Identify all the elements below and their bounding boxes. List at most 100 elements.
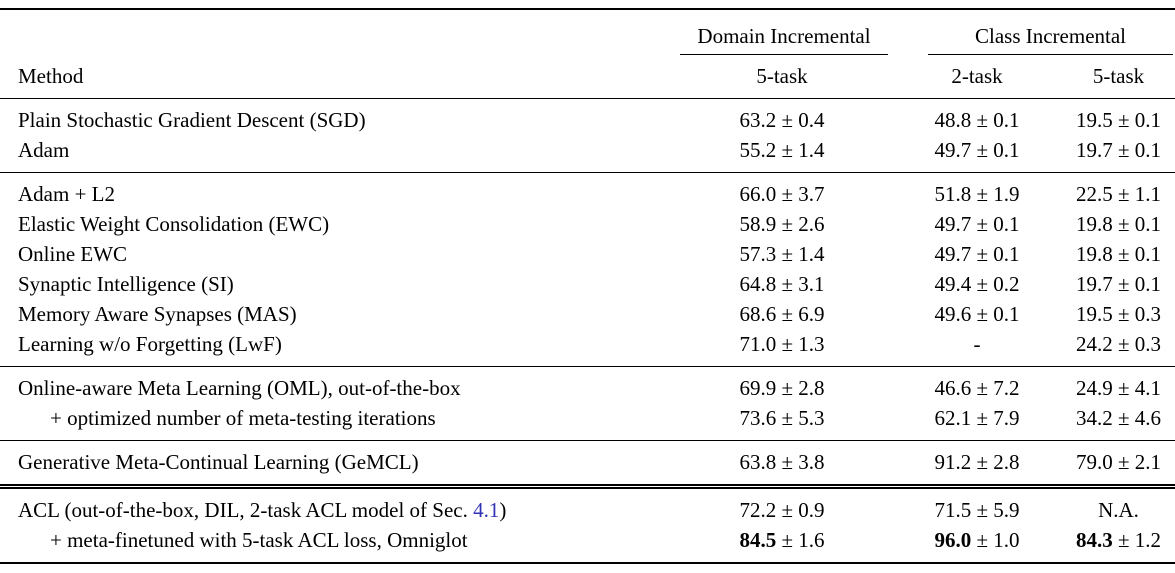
method-cell: + meta-finetuned with 5-task ACL loss, O…	[50, 527, 468, 552]
method-cell: Adam	[18, 137, 70, 162]
metric-value: 71.0	[739, 331, 777, 356]
metric-value: -	[973, 331, 981, 356]
method-cell: Generative Meta-Continual Learning (GeMC…	[18, 449, 419, 474]
value-cell-domain-5task: 58.9 ± 2.6	[739, 211, 825, 236]
value-cell-class-2task: 49.7 ± 0.1	[934, 241, 1020, 266]
metric-std: 2.8	[993, 449, 1020, 474]
metric-value: 62.1	[934, 405, 972, 430]
metric-std: 6.9	[798, 301, 825, 326]
value-cell-domain-5task: 68.6 ± 6.9	[739, 301, 825, 326]
metric-std: 1.4	[798, 241, 825, 266]
value-cell-class-5task: 19.7 ± 0.1	[1075, 137, 1162, 162]
metric-std: 0.1	[993, 107, 1020, 132]
table-section: Adam + L2 66.0 ± 3.7 51.8 ± 1.9 22.5 ± 1.1 E…	[0, 172, 1175, 366]
metric-std: 4.1	[1134, 375, 1162, 400]
metric-value: 66.0	[739, 181, 777, 206]
value-cell-class-5task: 19.5 ± 0.1	[1075, 107, 1162, 132]
metric-std: 0.9	[798, 497, 825, 522]
method-cell: ACL (out-of-the-box, DIL, 2-task ACL mod…	[0, 486, 672, 525]
metric-value: 22.5	[1075, 181, 1113, 206]
value-cell-class-2task: 49.7 ± 0.1	[934, 137, 1020, 162]
value-cell-class-5task: 34.2 ± 4.6	[1075, 405, 1162, 430]
value-cell-domain-5task: 66.0 ± 3.7	[739, 181, 825, 206]
table-row: Adam + L2 66.0 ± 3.7 51.8 ± 1.9 22.5 ± 1.1	[0, 172, 1175, 209]
value-cell-domain-5task: 55.2 ± 1.4	[739, 137, 825, 162]
value-cell-domain-5task: 84.5 ± 1.6	[739, 527, 825, 552]
value-cell-class-5task: 19.5 ± 0.3	[1075, 301, 1162, 326]
value-cell-class-2task: 49.6 ± 0.1	[934, 301, 1020, 326]
value-cell-domain-5task: 69.9 ± 2.8	[739, 375, 825, 400]
value-cell-class-2task: 96.0 ± 1.0	[934, 527, 1020, 552]
table-row: + optimized number of meta-testing itera…	[0, 403, 1175, 441]
metric-std: 1.6	[798, 527, 825, 552]
metric-std: 1.2	[1134, 527, 1162, 552]
value-cell-class-2task: -	[892, 329, 1062, 367]
metric-value: 19.5	[1075, 107, 1113, 132]
value-cell-class-5task: 79.0 ± 2.1	[1075, 449, 1162, 474]
value-cell-domain-5task: 71.0 ± 1.3	[739, 331, 825, 356]
value-cell-class-2task: 49.7 ± 0.1	[934, 211, 1020, 236]
table-header: Domain Incremental Class Incremental Met…	[0, 9, 1175, 98]
metric-value: 24.2	[1075, 331, 1113, 356]
metric-std: 0.3	[1134, 331, 1162, 356]
metric-std: 0.2	[993, 271, 1020, 296]
metric-std: 7.2	[993, 375, 1020, 400]
section-reference-link[interactable]: 4.1	[473, 497, 500, 522]
metric-value: 49.4	[934, 271, 972, 296]
method-cell: Plain Stochastic Gradient Descent (SGD)	[18, 107, 366, 132]
group-header-row: Domain Incremental Class Incremental	[0, 9, 1175, 55]
metric-std: 5.3	[798, 405, 825, 430]
metric-value: 49.7	[934, 211, 972, 236]
table-row: ACL (out-of-the-box, DIL, 2-task ACL mod…	[0, 486, 1175, 525]
table-row: Synaptic Intelligence (SI) 64.8 ± 3.1 49.4…	[0, 269, 1175, 299]
metric-value: 24.9	[1075, 375, 1113, 400]
metric-value: 48.8	[934, 107, 972, 132]
metric-std: 0.1	[1134, 107, 1162, 132]
metric-std: 7.9	[993, 405, 1020, 430]
metric-value: 19.8	[1075, 241, 1113, 266]
value-cell-domain-5task: 72.2 ± 0.9	[739, 497, 825, 522]
value-cell-domain-5task: 73.6 ± 5.3	[739, 405, 825, 430]
table-row: Online EWC 57.3 ± 1.4 49.7 ± 0.1 19.8 ± 0.1	[0, 239, 1175, 269]
metric-value: 46.6	[934, 375, 972, 400]
table-section: Plain Stochastic Gradient Descent (SGD) 6…	[0, 98, 1175, 172]
metric-std: 3.8	[798, 449, 825, 474]
metric-std: 5.9	[993, 497, 1020, 522]
metric-value: 55.2	[739, 137, 777, 162]
metric-std: 2.1	[1134, 449, 1162, 474]
value-cell-domain-5task: 57.3 ± 1.4	[739, 241, 825, 266]
metric-value: 96.0	[934, 527, 972, 552]
value-cell-class-5task: 19.8 ± 0.1	[1075, 241, 1162, 266]
metric-std: 1.4	[798, 137, 825, 162]
value-cell-domain-5task: 63.2 ± 0.4	[739, 107, 825, 132]
metric-std: 0.1	[993, 137, 1020, 162]
value-cell-class-5task: 24.2 ± 0.3	[1075, 331, 1162, 356]
results-table: Domain Incremental Class Incremental Met…	[0, 8, 1175, 564]
metric-std: 2.6	[798, 211, 825, 236]
col-header-class-2task: 2-task	[951, 63, 1003, 88]
value-cell-class-2task: 91.2 ± 2.8	[934, 449, 1020, 474]
metric-std: 4.6	[1134, 405, 1162, 430]
method-text: )	[499, 497, 507, 522]
metric-value: 63.8	[739, 449, 777, 474]
column-header-row: Method 5-task 2-task 5-task	[0, 55, 1175, 98]
method-cell: Elastic Weight Consolidation (EWC)	[18, 211, 330, 236]
value-cell-class-2task: 49.4 ± 0.2	[934, 271, 1020, 296]
group-label-domain: Domain Incremental	[680, 23, 888, 55]
table-row: + meta-finetuned with 5-task ACL loss, O…	[0, 525, 1175, 563]
value-cell-class-5task: N.A.	[1062, 486, 1175, 525]
value-cell-class-5task: 22.5 ± 1.1	[1075, 181, 1162, 206]
metric-value: 71.5	[934, 497, 972, 522]
metric-value: 73.6	[739, 405, 777, 430]
method-cell: Adam + L2	[18, 181, 115, 206]
table-row: Learning w/o Forgetting (LwF) 71.0 ± 1.3 -…	[0, 329, 1175, 367]
metric-std: 1.9	[993, 181, 1020, 206]
metric-value: 58.9	[739, 211, 777, 236]
metric-std: 1.0	[993, 527, 1020, 552]
value-cell-class-2task: 48.8 ± 0.1	[934, 107, 1020, 132]
metric-value: 64.8	[739, 271, 777, 296]
metric-value: 79.0	[1075, 449, 1113, 474]
group-label-class: Class Incremental	[928, 23, 1173, 55]
metric-std: 0.1	[1134, 271, 1162, 296]
